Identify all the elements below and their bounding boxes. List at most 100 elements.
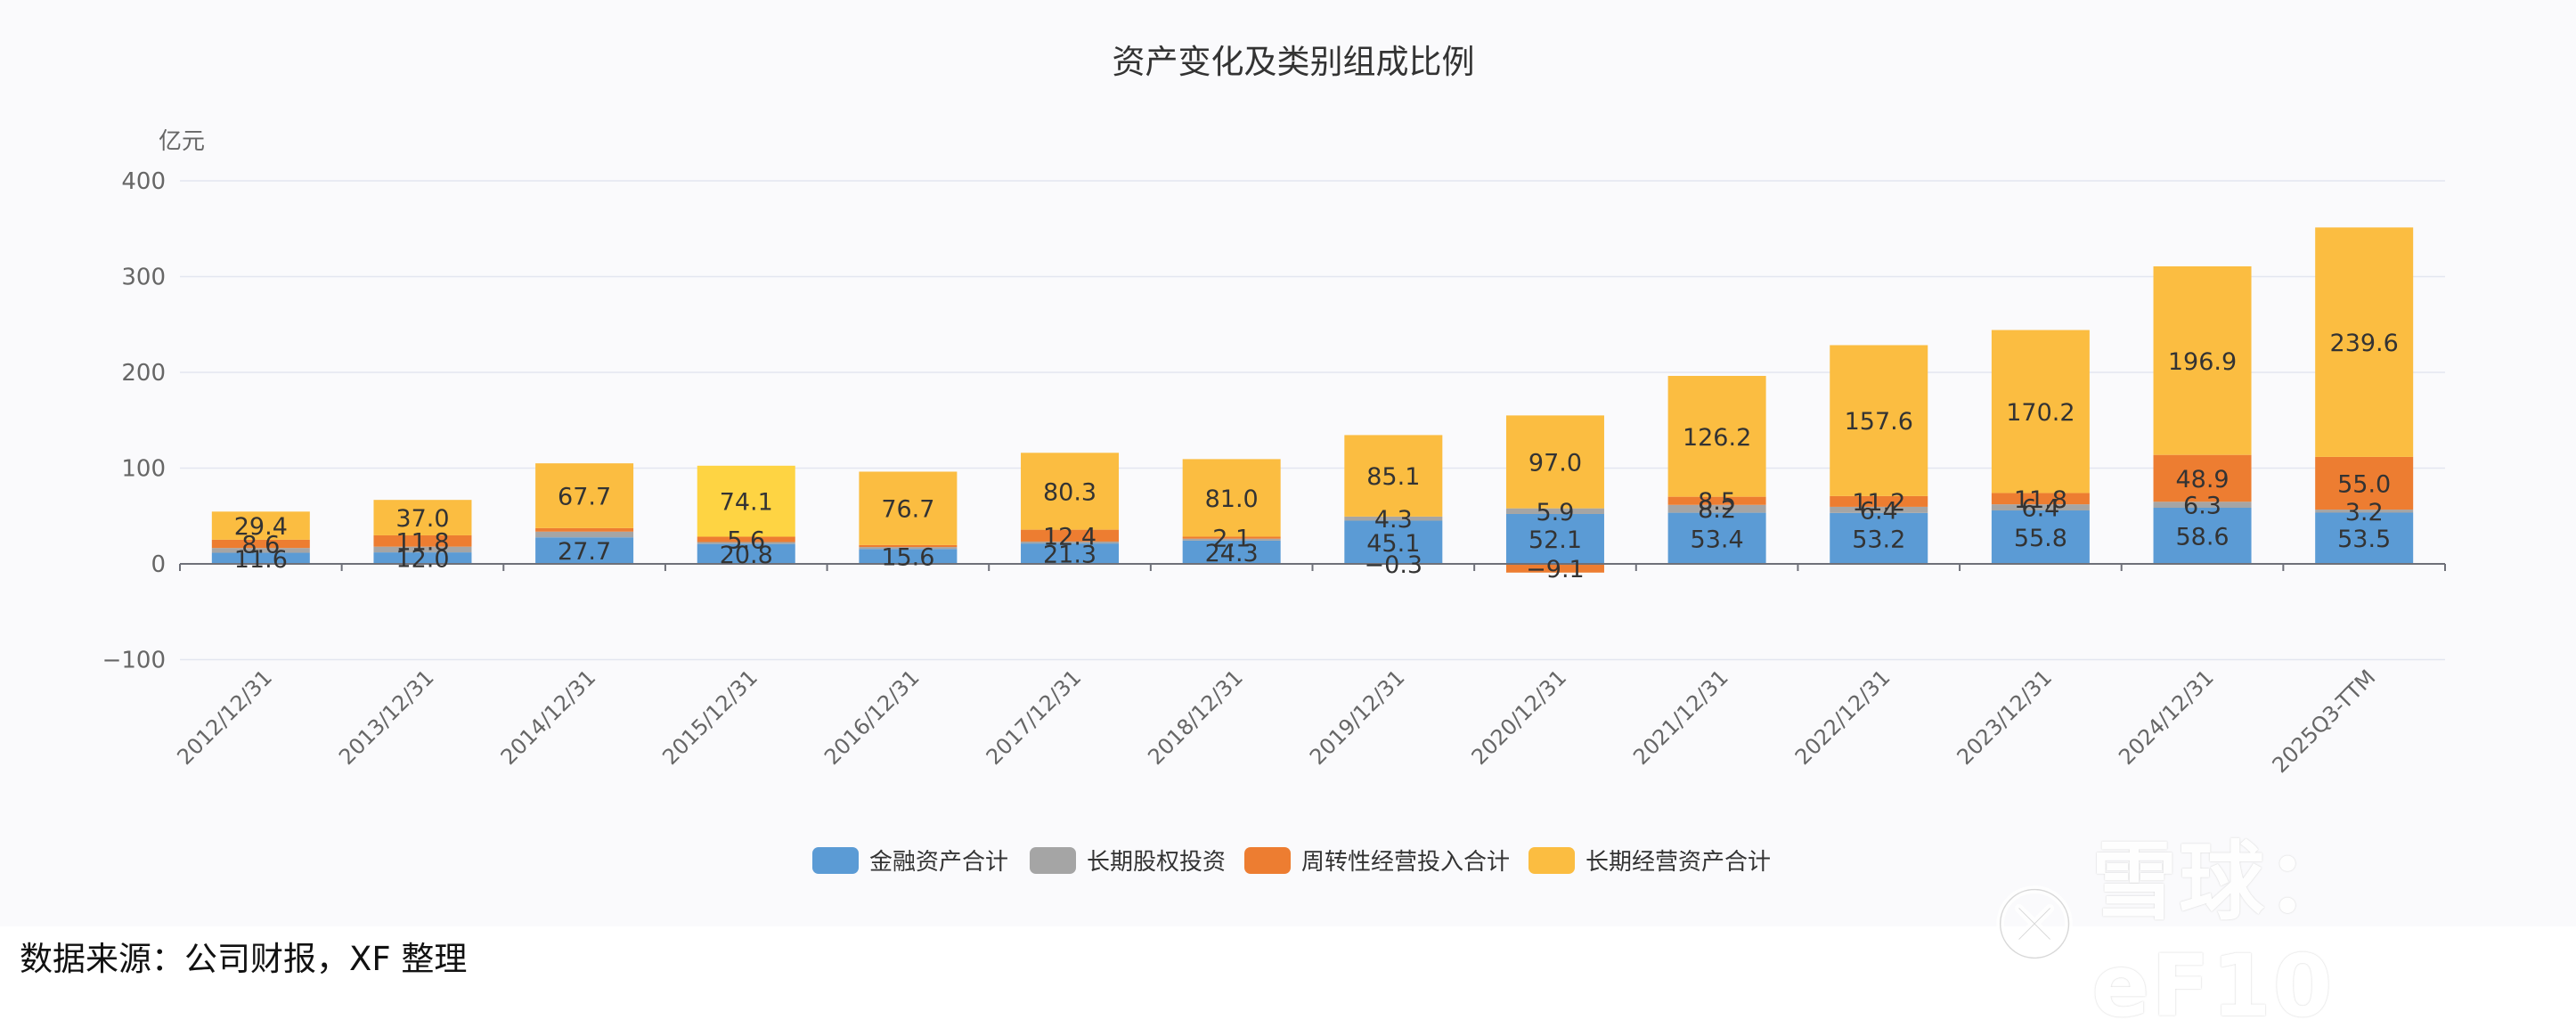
x-tick-label: 2019/12/31 — [1305, 665, 1410, 770]
bar-segment — [1344, 435, 1443, 517]
bar-segment — [2315, 456, 2414, 510]
y-tick-label: 400 — [121, 168, 166, 195]
data-label: 5.6 — [727, 526, 765, 554]
bar-segment — [697, 465, 795, 537]
data-label: 20.8 — [720, 542, 773, 569]
bar-segment — [2153, 454, 2252, 502]
bar-segment — [535, 463, 634, 528]
data-label: 27.7 — [558, 538, 611, 566]
data-label: 81.0 — [1205, 485, 1259, 513]
data-label: 5.9 — [1536, 499, 1574, 526]
bar-segment — [1830, 506, 1928, 513]
chart-title: 资产变化及类别组成比例 — [1113, 43, 1475, 81]
x-tick-label: 2015/12/31 — [657, 665, 762, 770]
data-label: 4.3 — [1374, 506, 1413, 534]
data-label: 55.8 — [2014, 525, 2067, 552]
bar-segment — [1182, 536, 1281, 539]
legend-swatch — [1030, 847, 1076, 874]
bar-segment — [1991, 493, 2090, 505]
data-label: 11.8 — [395, 528, 449, 556]
x-tick-label: 2012/12/31 — [172, 665, 277, 770]
y-tick-label: 300 — [121, 265, 166, 291]
bar-segment — [1182, 540, 1281, 564]
bar-segment — [2315, 510, 2414, 513]
bar-segment — [859, 544, 958, 548]
data-label: 8.6 — [241, 532, 280, 559]
bar-marks — [211, 227, 2414, 573]
x-axis — [179, 563, 2446, 571]
y-tick-label: 200 — [121, 360, 166, 387]
bar-segment — [1021, 453, 1120, 530]
snowball-logo-icon — [1996, 885, 2073, 962]
legend-label: 长期股权投资 — [1087, 849, 1226, 876]
bar-segment — [1667, 512, 1766, 564]
bar-segment — [1505, 415, 1604, 509]
data-label: 53.4 — [1691, 526, 1744, 553]
data-label: 11.6 — [234, 546, 288, 574]
bar-segment — [1667, 496, 1766, 505]
bar-segment — [1344, 520, 1443, 564]
grid-lines — [180, 180, 2445, 661]
data-label: 8.2 — [1698, 496, 1736, 524]
legend-swatch — [1244, 847, 1291, 874]
legend-item[interactable]: 金融资产合计 — [812, 847, 1008, 876]
legend[interactable]: 金融资产合计 长期股权投资 周转性经营投入合计 长期经营资产合计 — [812, 847, 1771, 876]
legend-label: 长期经营资产合计 — [1586, 849, 1771, 876]
data-label: 53.2 — [1852, 526, 1905, 553]
data-label: 170.2 — [2006, 399, 2075, 427]
chart-panel: 资产变化及类别组成比例 亿元 −100 0 100 200 300 400 11.6 8.6… — [102, 43, 2446, 876]
data-label: 55.0 — [2337, 470, 2391, 498]
data-label: 2.1 — [1212, 526, 1251, 553]
x-tick-label: 2016/12/31 — [819, 665, 925, 770]
bar-segment — [1021, 543, 1120, 564]
x-tick-label: 2025Q3-TTM — [2268, 665, 2381, 778]
legend-item[interactable]: 周转性经营投入合计 — [1244, 847, 1510, 876]
bar-segment — [1505, 508, 1604, 514]
bar-segment — [535, 531, 634, 538]
x-tick-label: 2014/12/31 — [496, 665, 601, 770]
data-label: 239.6 — [2330, 330, 2399, 357]
bar-segment — [535, 537, 634, 564]
x-tick-label: 2022/12/31 — [1790, 665, 1895, 770]
source-note: 数据来源：公司财报，XF 整理 — [20, 940, 468, 978]
x-tick-label: 2018/12/31 — [1143, 665, 1248, 770]
data-label: 67.7 — [558, 484, 611, 511]
bar-segment — [697, 536, 795, 542]
bar-segment — [1021, 541, 1120, 544]
data-labels: 11.68.629.412.011.837.027.767.720.85.674… — [234, 330, 2399, 583]
data-label: 74.1 — [720, 489, 773, 517]
bar-segment — [1667, 504, 1766, 513]
data-label: 8.5 — [1698, 488, 1736, 516]
bar-segment — [2153, 508, 2252, 564]
bar-segment — [859, 547, 958, 550]
y-tick-label: 0 — [151, 551, 166, 578]
data-label: 11.2 — [1852, 489, 1905, 517]
data-label: 45.1 — [1366, 530, 1420, 558]
bar-segment — [697, 542, 795, 544]
bar-segment — [373, 552, 472, 564]
bar-segment — [535, 527, 634, 532]
bar-segment — [211, 539, 310, 549]
bar-segment — [1830, 512, 1928, 564]
data-label: −0.3 — [1365, 551, 1423, 579]
bar-segment — [1991, 330, 2090, 494]
bar-segment — [1505, 564, 1604, 573]
data-label: 6.4 — [1860, 497, 1898, 525]
bar-segment — [1830, 495, 1928, 507]
bar-segment — [697, 543, 795, 564]
bar-segment — [373, 534, 472, 547]
bar-segment — [373, 546, 472, 553]
bar-segment — [1991, 510, 2090, 564]
x-axis-ticks: 2012/12/31 2013/12/31 2014/12/31 2015/12/31… — [172, 665, 2380, 778]
bar-segment — [211, 552, 310, 564]
data-label: 11.8 — [2014, 486, 2067, 514]
data-label: 85.1 — [1366, 463, 1420, 491]
stacked-bar-chart: 资产变化及类别组成比例 亿元 −100 0 100 200 300 400 11.68.6… — [102, 43, 2446, 876]
data-label: 157.6 — [1845, 408, 1913, 436]
watermark: 雪球：eF10 — [1993, 832, 2576, 1036]
legend-item[interactable]: 长期股权投资 — [1030, 847, 1226, 876]
data-label: 3.2 — [2345, 499, 2384, 526]
data-label: 52.1 — [1528, 526, 1582, 554]
y-axis-ticks: −100 0 100 200 300 400 — [102, 168, 166, 674]
legend-item[interactable]: 长期经营资产合计 — [1528, 847, 1771, 876]
